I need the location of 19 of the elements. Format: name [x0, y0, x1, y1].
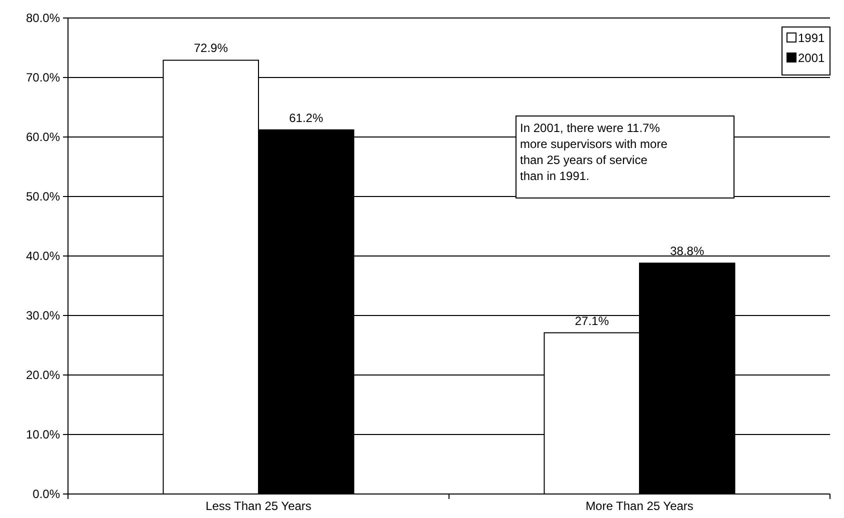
- y-tick-label: 20.0%: [26, 368, 60, 382]
- y-tick-label: 10.0%: [26, 428, 60, 442]
- data-label: 27.1%: [574, 314, 610, 328]
- x-tick-label: More Than 25 Years: [586, 499, 694, 513]
- y-tick-label: 50.0%: [26, 190, 60, 204]
- y-tick-label: 0.0%: [32, 487, 60, 502]
- y-tick-label: 70.0%: [26, 70, 60, 85]
- note-box: In 2001, there were 11.7% more supervisors with more than 25 years of service than in 1991.: [516, 116, 734, 198]
- data-label: 61.2%: [289, 110, 324, 125]
- y-tick-label: 60.0%: [26, 130, 60, 144]
- y-tick-label: 40.0%: [26, 249, 60, 264]
- annotation: In 2001, there were 11.7% more supervisors with more than 25 years of service than in 1991.: [520, 121, 668, 183]
- y-tick-label: 80.0%: [26, 11, 60, 26]
- data-label: 72.9%: [194, 41, 228, 56]
- y-tick-label: 30.0%: [26, 308, 60, 323]
- legend-label: 2001: [798, 51, 826, 66]
- data-label: 38.8%: [670, 244, 704, 258]
- legend-label: 1991: [798, 31, 826, 46]
- x-tick-label: Less Than 25 Years: [206, 499, 312, 513]
